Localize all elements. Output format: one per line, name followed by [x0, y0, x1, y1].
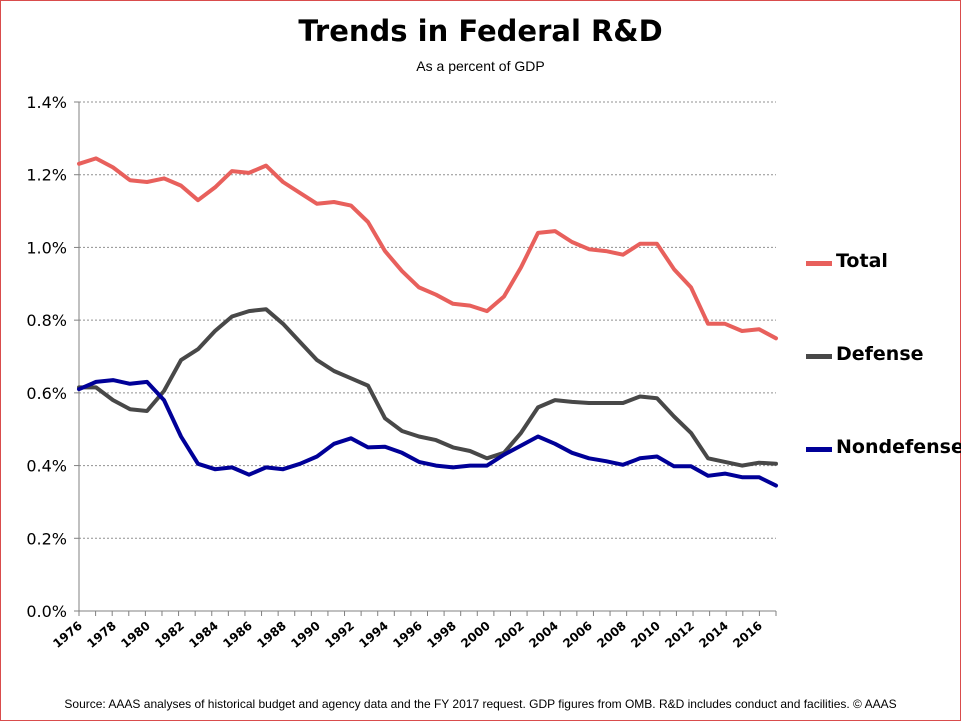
x-tick-label: 1988	[254, 619, 289, 651]
x-tick-label: 2012	[662, 619, 697, 651]
x-tick-label: 1978	[84, 619, 119, 651]
legend-swatch-defense	[806, 354, 832, 359]
x-tick-label: 1982	[152, 619, 187, 651]
x-tick-label: 1984	[186, 619, 221, 651]
gridlines	[79, 101, 776, 539]
x-tick-label: 2016	[730, 619, 765, 651]
x-tick-label: 1980	[118, 619, 153, 651]
x-tick-label: 2000	[458, 619, 493, 651]
y-tick-label: 0.8%	[26, 311, 67, 330]
chart-title: Trends in Federal R&D	[298, 14, 663, 48]
x-tick-label: 1992	[322, 619, 357, 651]
legend-swatch-total	[806, 261, 832, 266]
legend-label-nondefense: Nondefense	[836, 436, 961, 458]
x-axis-ticks: 1976 1978 1980 1982 1984 1986 1988 1990 1992 1994…	[50, 619, 765, 651]
axes	[74, 101, 777, 616]
y-axis-ticks: 0.0% 0.2% 0.4% 0.6% 0.8% 1.0% 1.2% 1.4%	[26, 93, 67, 621]
x-tick-label: 1986	[220, 619, 255, 651]
chart-subtitle: As a percent of GDP	[416, 58, 545, 74]
y-tick-label: 1.2%	[26, 166, 67, 185]
series-lines	[77, 156, 778, 488]
x-tick-label: 1994	[356, 619, 391, 651]
legend-swatch-nondefense	[806, 447, 832, 452]
x-tick-label: 2006	[560, 619, 595, 651]
series-line-total	[77, 156, 778, 341]
x-tick-label: 2004	[526, 619, 561, 651]
x-tick-label: 2002	[492, 619, 527, 651]
y-tick-label: 1.4%	[26, 93, 67, 112]
x-tick-label: 2010	[628, 619, 663, 651]
y-tick-label: 0.4%	[26, 457, 67, 476]
x-tick-label: 1990	[288, 619, 323, 651]
x-tick-label: 1996	[390, 619, 425, 651]
y-tick-label: 0.6%	[26, 384, 67, 403]
y-tick-label: 1.0%	[26, 238, 67, 257]
source-note: Source: AAAS analyses of historical budg…	[64, 697, 897, 711]
series-line-nondefense	[77, 378, 778, 488]
x-tick-label: 2008	[594, 619, 629, 651]
y-tick-label: 0.0%	[26, 602, 67, 621]
legend-label-defense: Defense	[836, 343, 924, 365]
x-tick-label: 1976	[50, 619, 85, 651]
legend-label-total: Total	[836, 250, 888, 272]
x-tick-label: 2014	[696, 619, 731, 651]
series-line-defense	[77, 307, 778, 468]
y-tick-label: 0.2%	[26, 529, 67, 548]
x-tick-label: 1998	[424, 619, 459, 651]
